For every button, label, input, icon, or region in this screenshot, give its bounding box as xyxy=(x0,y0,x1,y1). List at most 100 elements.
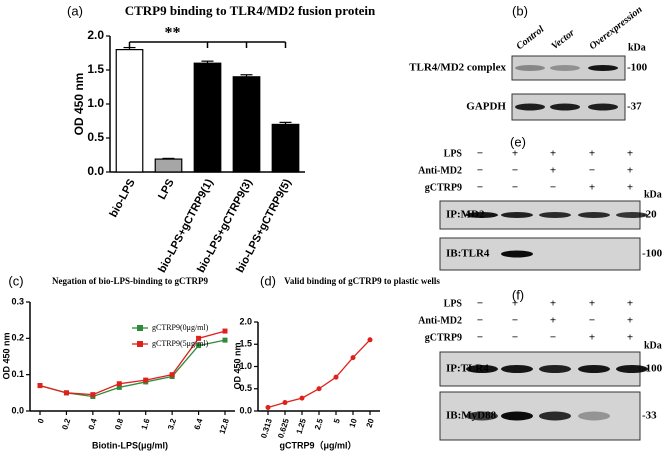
point xyxy=(90,392,96,398)
size-marker: -20 xyxy=(642,209,657,221)
x-tick-label: 5 xyxy=(332,417,342,425)
chart-title: CTRP9 binding to TLR4/MD2 fusion protein xyxy=(125,3,376,18)
condition-sign: + xyxy=(589,332,595,344)
condition-sign: + xyxy=(627,332,633,344)
condition-sign: + xyxy=(627,298,633,310)
band xyxy=(578,411,610,421)
x-tick-label: 0 xyxy=(36,417,46,425)
size-marker: -100 xyxy=(627,62,648,74)
y-tick-label: 1.5 xyxy=(239,339,252,349)
x-tick-label: 3.2 xyxy=(166,417,178,431)
condition-sign: + xyxy=(512,298,518,310)
bar xyxy=(115,48,144,173)
bar xyxy=(193,62,222,173)
blot-row-label: TLR4/MD2 complex xyxy=(409,62,506,74)
bar xyxy=(232,76,261,173)
band xyxy=(466,411,498,421)
band xyxy=(501,365,533,373)
condition-sign: − xyxy=(477,165,483,177)
point xyxy=(143,377,149,383)
y-tick-label: 0.0 xyxy=(87,164,104,178)
condition-sign: + xyxy=(512,148,518,160)
condition-sign: + xyxy=(627,315,633,327)
x-tick-label: bio-LPS xyxy=(108,177,138,219)
condition-sign: − xyxy=(477,332,483,344)
panel-label: (b) xyxy=(512,3,528,18)
blot-row-label: IB:MyD88 xyxy=(446,410,497,422)
condition-label: LPS xyxy=(444,148,463,159)
panel-label: (f) xyxy=(512,287,524,302)
x-tick-label: 12.8 xyxy=(218,417,232,435)
band xyxy=(539,411,571,421)
blot-row-label: IP:MD2 xyxy=(446,209,485,221)
bar xyxy=(271,123,300,173)
point xyxy=(316,386,322,392)
y-tick-label: 1.0 xyxy=(239,361,252,371)
series-line xyxy=(39,339,226,398)
band xyxy=(588,103,618,111)
legend-label: gCTRP9(0μg/ml) xyxy=(152,323,209,332)
point xyxy=(196,335,202,341)
panel-label: (c) xyxy=(8,273,23,288)
band xyxy=(501,212,533,218)
y-tick-label: 0.5 xyxy=(239,383,252,393)
y-tick-label: 0.0 xyxy=(11,405,24,415)
band xyxy=(466,365,498,373)
x-tick-label: 10 xyxy=(348,417,359,429)
size-marker: -100 xyxy=(642,248,663,260)
condition-sign: − xyxy=(477,315,483,327)
condition-sign: + xyxy=(627,165,633,177)
x-tick-label: 20 xyxy=(365,417,376,429)
condition-sign: − xyxy=(512,315,518,327)
condition-label: LPS xyxy=(444,298,463,309)
y-tick-label: 0.1 xyxy=(11,369,24,379)
y-axis-label: OD 450 nm xyxy=(72,73,86,136)
condition-sign: + xyxy=(627,182,633,194)
condition-sign: − xyxy=(589,165,595,177)
lane-label: Control xyxy=(514,24,546,52)
unit-label: kDa xyxy=(644,340,662,351)
condition-sign: + xyxy=(550,315,556,327)
condition-label: Anti-MD2 xyxy=(418,315,462,326)
condition-sign: − xyxy=(477,148,483,160)
point xyxy=(222,328,228,334)
condition-sign: + xyxy=(550,298,556,310)
band xyxy=(616,212,648,218)
y-tick-label: 0.3 xyxy=(11,296,24,306)
condition-sign: + xyxy=(589,148,595,160)
band xyxy=(501,250,533,258)
band xyxy=(539,212,571,218)
condition-label: Anti-MD2 xyxy=(418,165,462,176)
band xyxy=(501,411,533,421)
point xyxy=(282,400,288,406)
band xyxy=(578,365,610,373)
condition-sign: − xyxy=(512,332,518,344)
condition-sign: − xyxy=(550,332,556,344)
condition-label: gCTRP9 xyxy=(425,332,462,343)
y-tick-label: 0.5 xyxy=(87,130,104,144)
y-tick-label: 0.2 xyxy=(11,333,24,343)
chart-title: Valid binding of gCTRP9 to plastic wells xyxy=(284,276,440,286)
y-axis-label: OD 450 nm xyxy=(1,332,11,379)
significance: ** xyxy=(165,25,181,42)
size-marker: -100 xyxy=(642,363,663,375)
condition-sign: − xyxy=(589,315,595,327)
x-tick-label: 0.313 xyxy=(259,417,274,439)
x-tick-label: LPS xyxy=(156,177,177,202)
x-tick-label: 1.25 xyxy=(295,417,309,435)
condition-sign: − xyxy=(477,298,483,310)
blot-row-label: IP:TLR4 xyxy=(446,363,489,375)
y-axis-label: OD 450 nm xyxy=(232,342,242,389)
blot-row-label: IB:TLR4 xyxy=(446,248,490,260)
band xyxy=(550,65,580,71)
x-tick-label: 1.6 xyxy=(140,417,152,431)
series-line xyxy=(39,330,226,396)
condition-sign: − xyxy=(477,182,483,194)
x-tick-label: 2.5 xyxy=(313,417,325,431)
x-tick-label: 6.4 xyxy=(192,417,204,431)
x-tick-label: 0.2 xyxy=(60,417,72,431)
point xyxy=(265,404,271,410)
x-tick-label: 0.625 xyxy=(276,417,291,439)
condition-label: gCTRP9 xyxy=(425,182,462,193)
band xyxy=(539,365,571,373)
